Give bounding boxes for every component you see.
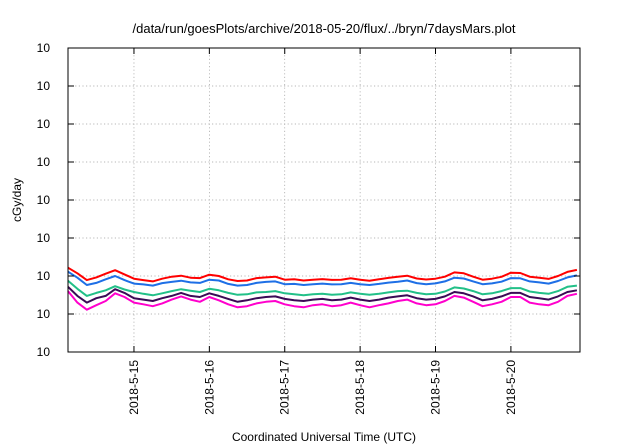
y-tick-label: 10 xyxy=(37,231,51,245)
series-line-1 xyxy=(67,266,578,283)
series-line-5 xyxy=(67,290,578,311)
x-tick-label: 2018-5-16 xyxy=(202,360,216,415)
x-tick-label: 2018-5-19 xyxy=(429,360,443,415)
y-tick-label: 10 xyxy=(37,307,51,321)
y-tick-label: 10 xyxy=(37,79,51,93)
x-tick-label: 2018-5-17 xyxy=(278,360,292,415)
series-line-2 xyxy=(67,270,578,287)
series-group xyxy=(67,266,578,311)
x-tick-labels: 2018-5-15 2018-5-16 2018-5-17 2018-5-18 2018… xyxy=(127,360,518,415)
y-tick-label: 10 xyxy=(37,193,51,207)
grid xyxy=(68,48,580,352)
y-tick-labels: 10-410-310-210-1100101102103104 xyxy=(37,41,51,359)
series-line-3 xyxy=(67,279,578,297)
y-tick-label: 10 xyxy=(37,345,51,359)
y-axis-label: cGy/day xyxy=(10,178,24,222)
x-tick-label: 2018-5-15 xyxy=(127,360,141,415)
x-tick-label: 2018-5-18 xyxy=(353,360,367,415)
y-tick-label: 10 xyxy=(37,155,51,169)
x-tick-label: 2018-5-20 xyxy=(504,360,518,415)
y-tick-label: 10 xyxy=(37,41,51,55)
y-tick-label: 10 xyxy=(37,117,51,131)
series-line-4 xyxy=(67,286,578,304)
axis-ticks xyxy=(68,47,580,353)
chart-title: /data/run/goesPlots/archive/2018-05-20/f… xyxy=(133,21,516,36)
y-tick-label: 10 xyxy=(37,269,51,283)
x-axis-label: Coordinated Universal Time (UTC) xyxy=(232,430,416,444)
